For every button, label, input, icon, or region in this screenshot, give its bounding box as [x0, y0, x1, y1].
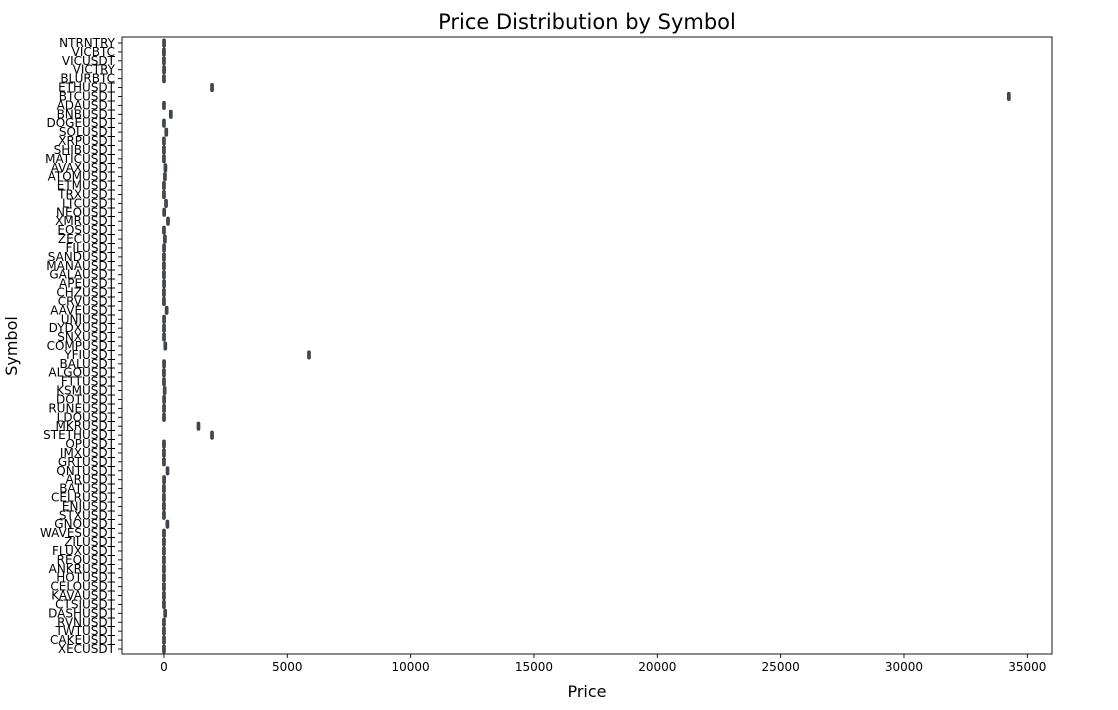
- y-tick-label: MANAUSDT: [46, 259, 115, 273]
- y-tick-label: UNIUSDT: [61, 312, 116, 326]
- y-tick-label: BATUSDT: [59, 482, 115, 496]
- y-tick-label: SOLUSDT: [59, 125, 116, 139]
- y-tick-label: YFIUSDT: [63, 348, 115, 362]
- x-tick-label: 35000: [1008, 660, 1046, 674]
- y-tick-label: SNXUSDT: [57, 330, 115, 344]
- x-axis-label: Price: [567, 682, 606, 701]
- y-tick-label: TRXUSDT: [57, 188, 116, 202]
- plot-area: [162, 38, 1011, 654]
- y-tick-label: AAVEUSDT: [50, 303, 115, 317]
- y-tick-label: CRVUSDT: [58, 294, 116, 308]
- y-tick-label: AVAXUSDT: [51, 161, 116, 175]
- y-tick-label: VICBTC: [72, 45, 115, 59]
- y-tick-label: KSMUSDT: [56, 384, 115, 398]
- x-tick-label: 20000: [638, 660, 676, 674]
- y-tick-label: STXUSDT: [59, 508, 116, 522]
- y-tick-label: DYDXUSDT: [49, 321, 116, 335]
- y-axis-label: Symbol: [2, 316, 21, 376]
- y-tick-label: BALUSDT: [60, 357, 116, 371]
- y-tick-label: CELOUSDT: [50, 580, 115, 594]
- x-tick-label: 15000: [515, 660, 553, 674]
- x-tick-label: 25000: [762, 660, 800, 674]
- y-tick-label: ATOMUSDT: [48, 170, 116, 184]
- y-tick-label: CTSIUSDT: [55, 597, 116, 611]
- y-tick-label: COMPUSDT: [47, 339, 116, 353]
- y-tick-label: RUNEUSDT: [48, 401, 115, 415]
- y-tick-label: RVNUSDT: [57, 615, 116, 629]
- y-tick-label: SHIBUSDT: [54, 143, 116, 157]
- x-tick-label: 0: [160, 660, 168, 674]
- y-tick-label: VICTRY: [73, 63, 116, 77]
- y-tick-label: WAVESUSDT: [40, 526, 116, 540]
- y-tick-label: SANDUSDT: [48, 250, 116, 264]
- x-tick-label: 5000: [272, 660, 303, 674]
- y-tick-label: ZILUSDT: [64, 535, 115, 549]
- y-tick-label: ALGOUSDT: [48, 366, 115, 380]
- y-tick-label: FTTUSDT: [61, 375, 116, 389]
- y-tick-label: FILUSDT: [66, 241, 116, 255]
- y-tick-label: EOSUSDT: [57, 223, 115, 237]
- x-tick-label: 30000: [885, 660, 923, 674]
- y-tick-label: DOTUSDT: [56, 392, 116, 406]
- y-tick-label: XRPUSDT: [58, 134, 115, 148]
- y-tick-label: QNTUSDT: [56, 464, 115, 478]
- y-tick-label: ANKRUSDT: [49, 562, 116, 576]
- x-axis: 0 5000 10000 15000 20000 25000 30000 35000: [160, 654, 1046, 674]
- y-tick-label: GALAUSDT: [49, 268, 115, 282]
- y-tick-label: BNBUSDT: [57, 107, 116, 121]
- y-axis: NTRNTRYVICBTCVICUSDTVICTRYBLURBTCETHUSDT…: [40, 36, 122, 656]
- y-tick-label: ZECUSDT: [58, 232, 116, 246]
- y-tick-label: VICUSDT: [62, 54, 116, 68]
- y-tick-label: ADAUSDT: [57, 98, 116, 112]
- x-tick-label: 10000: [392, 660, 430, 674]
- y-tick-label: CELRUSDT: [51, 491, 116, 505]
- y-tick-label: APEUSDT: [59, 277, 116, 291]
- y-tick-label: ENJUSDT: [62, 499, 116, 513]
- y-tick-label: REQUSDT: [57, 553, 116, 567]
- y-tick-label: IMXUSDT: [60, 446, 116, 460]
- y-tick-label: GRTUSDT: [58, 455, 116, 469]
- y-tick-label: CAKEUSDT: [50, 633, 116, 647]
- chart-title: Price Distribution by Symbol: [438, 10, 736, 34]
- y-tick-label: FLUXUSDT: [52, 544, 116, 558]
- y-tick-label: HOTUSDT: [56, 571, 115, 585]
- y-tick-label: ETMUSDT: [57, 179, 116, 193]
- y-tick-label: LTCUSDT: [62, 196, 116, 210]
- y-tick-label: GNOUSDT: [54, 517, 115, 531]
- y-tick-label: MATICUSDT: [45, 152, 116, 166]
- plot-frame: [121, 36, 1053, 655]
- y-tick-label: KAVAUSDT: [51, 589, 115, 603]
- y-tick-label: BLURBTC: [60, 72, 115, 86]
- y-tick-label: ETHUSDT: [58, 81, 116, 95]
- y-tick-label: BTCUSDT: [59, 89, 116, 103]
- y-tick-label: DASHUSDT: [48, 606, 116, 620]
- y-tick-label: XMRUSDT: [55, 214, 116, 228]
- y-tick-label: NTRNTRY: [59, 36, 116, 50]
- y-tick-label: MKRUSDT: [55, 419, 115, 433]
- y-tick-label: DOGEUSDT: [46, 116, 115, 130]
- y-tick-label: TWTUSDT: [55, 624, 116, 638]
- y-tick-label: NEOUSDT: [56, 205, 116, 219]
- y-tick-label: XECUSDT: [58, 642, 116, 656]
- y-tick-label: CHZUSDT: [56, 286, 115, 300]
- y-tick-label: LDOUSDT: [57, 410, 116, 424]
- y-tick-label: OPUSDT: [65, 437, 115, 451]
- y-tick-label: ARUSDT: [65, 473, 115, 487]
- y-tick-label: STETHUSDT: [43, 428, 116, 442]
